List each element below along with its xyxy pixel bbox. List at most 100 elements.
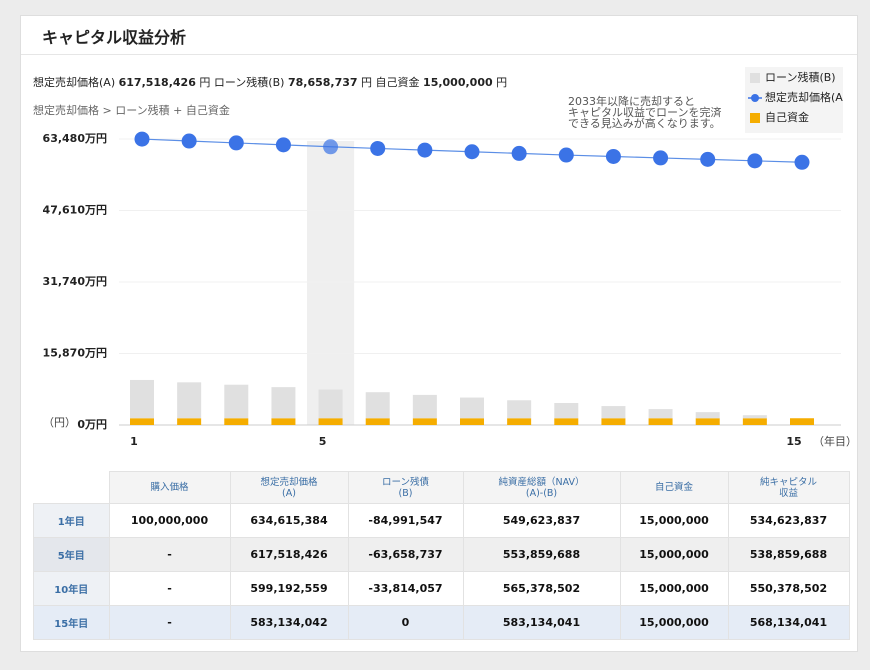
annotation: できる見込みが高くなります。 bbox=[568, 116, 721, 130]
bar bbox=[649, 418, 673, 425]
bar bbox=[460, 418, 484, 425]
bar bbox=[319, 390, 343, 419]
cell: 553,859,688 bbox=[463, 538, 620, 572]
table-row: 1年目100,000,000634,615,384-84,991,547549,… bbox=[34, 504, 850, 538]
bar bbox=[743, 418, 767, 425]
bar bbox=[601, 406, 625, 418]
cell: 565,378,502 bbox=[463, 572, 620, 606]
cell: 583,134,042 bbox=[230, 606, 348, 640]
y-tick-label: 15,870万円 bbox=[43, 347, 107, 360]
bar bbox=[224, 418, 248, 425]
cell: -84,991,547 bbox=[348, 504, 463, 538]
hover-band bbox=[307, 141, 354, 425]
point bbox=[135, 132, 150, 147]
point bbox=[512, 146, 527, 161]
cell: 568,134,041 bbox=[728, 606, 849, 640]
bar bbox=[554, 418, 578, 425]
row-header: 5年目 bbox=[34, 538, 110, 572]
row-header: 10年目 bbox=[34, 572, 110, 606]
row-header: 15年目 bbox=[34, 606, 110, 640]
column-header: ローン残債 (B) bbox=[348, 472, 463, 504]
cell: 538,859,688 bbox=[728, 538, 849, 572]
cell: 617,518,426 bbox=[230, 538, 348, 572]
cell: 15,000,000 bbox=[620, 606, 728, 640]
bar bbox=[743, 415, 767, 418]
table-row: 10年目-599,192,559-33,814,057565,378,50215… bbox=[34, 572, 850, 606]
cell: - bbox=[109, 572, 230, 606]
point bbox=[229, 135, 244, 150]
legend-label: ローン残積(B) bbox=[765, 70, 836, 84]
chart: 0万円15,870万円31,740万円47,610万円63,480万円（円）15… bbox=[21, 16, 857, 466]
legend-dot bbox=[751, 94, 759, 102]
legend-label: 自己資金 bbox=[765, 110, 809, 124]
bar bbox=[554, 403, 578, 418]
cell: 599,192,559 bbox=[230, 572, 348, 606]
column-header: 購入価格 bbox=[109, 472, 230, 504]
bar bbox=[790, 418, 814, 425]
point bbox=[417, 143, 432, 158]
cell: 0 bbox=[348, 606, 463, 640]
bar bbox=[177, 382, 201, 418]
bar bbox=[460, 398, 484, 419]
table-row: 15年目-583,134,0420583,134,04115,000,00056… bbox=[34, 606, 850, 640]
legend-swatch bbox=[750, 113, 760, 123]
y-tick-label: 63,480万円 bbox=[43, 132, 107, 145]
bar bbox=[130, 418, 154, 425]
column-header: 純資産総額（NAV） (A)-(B) bbox=[463, 472, 620, 504]
cell: 534,623,837 bbox=[728, 504, 849, 538]
bar bbox=[413, 395, 437, 418]
cell: 100,000,000 bbox=[109, 504, 230, 538]
cell: 15,000,000 bbox=[620, 504, 728, 538]
point bbox=[323, 139, 338, 154]
x-axis-label: （年目） bbox=[813, 434, 857, 448]
cell: -63,658,737 bbox=[348, 538, 463, 572]
point bbox=[465, 144, 480, 159]
x-tick-label: 15 bbox=[786, 435, 801, 448]
column-header: 想定売却価格 (A) bbox=[230, 472, 348, 504]
x-tick-label: 1 bbox=[130, 435, 138, 448]
point bbox=[606, 149, 621, 164]
card: キャピタル収益分析 想定売却価格(A) 617,518,426 円 ローン残積(… bbox=[20, 15, 858, 652]
bar bbox=[507, 400, 531, 418]
bar bbox=[271, 418, 295, 425]
bar bbox=[696, 412, 720, 418]
bar bbox=[696, 418, 720, 425]
cell: 549,623,837 bbox=[463, 504, 620, 538]
point bbox=[370, 141, 385, 156]
column-header: 自己資金 bbox=[620, 472, 728, 504]
table-row: 5年目-617,518,426-63,658,737553,859,68815,… bbox=[34, 538, 850, 572]
bar bbox=[224, 385, 248, 419]
cell: 634,615,384 bbox=[230, 504, 348, 538]
cell: - bbox=[109, 606, 230, 640]
corner bbox=[34, 472, 110, 504]
x-tick-label: 5 bbox=[319, 435, 327, 448]
result-table: 購入価格想定売却価格 (A)ローン残債 (B)純資産総額（NAV） (A)-(B… bbox=[33, 471, 850, 640]
cell: 15,000,000 bbox=[620, 538, 728, 572]
cell: 583,134,041 bbox=[463, 606, 620, 640]
column-header: 純キャピタル 収益 bbox=[728, 472, 849, 504]
cell: 15,000,000 bbox=[620, 572, 728, 606]
cell: 550,378,502 bbox=[728, 572, 849, 606]
bar bbox=[413, 418, 437, 425]
y-tick-label: 47,610万円 bbox=[43, 204, 107, 217]
bar bbox=[507, 418, 531, 425]
bar bbox=[649, 409, 673, 418]
point bbox=[700, 152, 715, 167]
cell: - bbox=[109, 538, 230, 572]
point bbox=[559, 148, 574, 163]
cell: -33,814,057 bbox=[348, 572, 463, 606]
bar bbox=[271, 387, 295, 418]
legend-swatch bbox=[750, 73, 760, 83]
bar bbox=[130, 380, 154, 418]
point bbox=[747, 153, 762, 168]
y-tick-label: 31,740万円 bbox=[43, 275, 107, 288]
point bbox=[276, 137, 291, 152]
bar bbox=[319, 418, 343, 425]
point bbox=[653, 150, 668, 165]
y-tick-label: 0万円 bbox=[77, 418, 107, 431]
bar bbox=[177, 418, 201, 425]
point bbox=[795, 155, 810, 170]
bar bbox=[366, 418, 390, 425]
bar bbox=[366, 392, 390, 418]
